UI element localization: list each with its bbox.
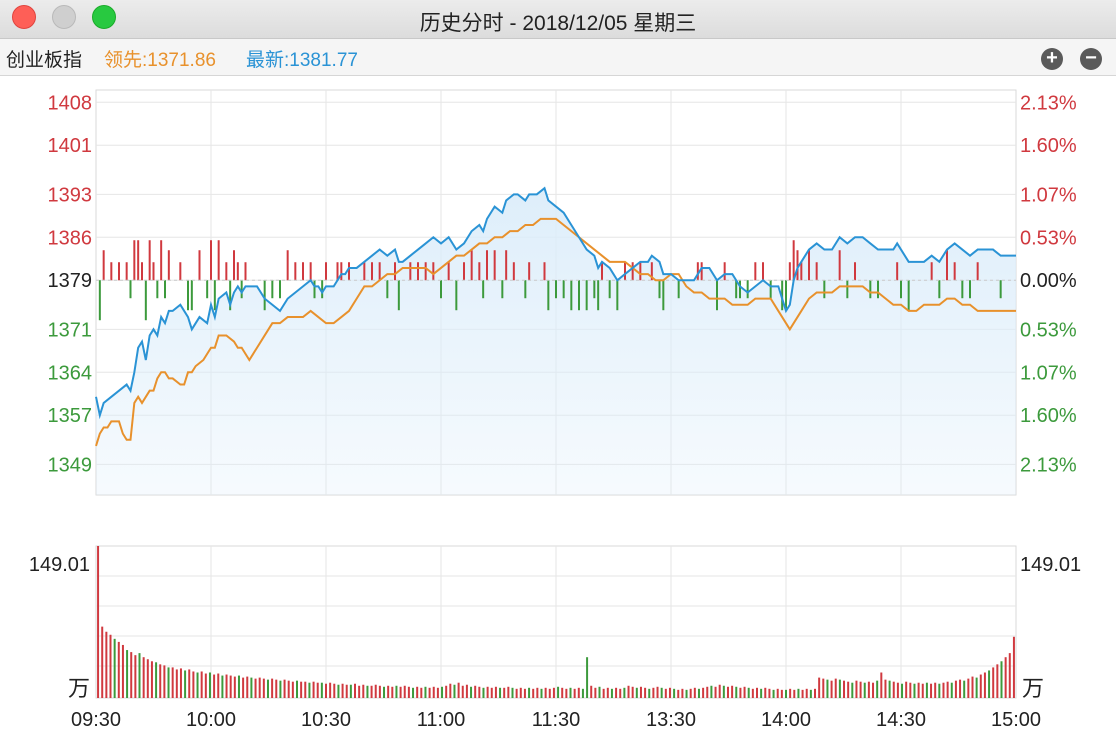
x-tick-label: 10:00 bbox=[186, 709, 236, 731]
y-tick-label-right: 1.60% bbox=[1020, 135, 1077, 157]
x-tick-label: 11:00 bbox=[417, 709, 466, 731]
x-tick-label: 09:30 bbox=[71, 709, 121, 731]
volume-unit-label-left: 万 bbox=[68, 676, 90, 701]
y-tick-label-left: 1349 bbox=[48, 454, 93, 476]
zoom-out-button[interactable]: − bbox=[1080, 48, 1102, 70]
y-tick-label-right: 1.60% bbox=[1020, 405, 1077, 427]
y-tick-label-right: 2.13% bbox=[1020, 92, 1077, 114]
index-name: 创业板指 bbox=[6, 50, 83, 71]
x-tick-label: 15:00 bbox=[991, 709, 1041, 731]
window-title: 历史分时 - 2018/12/05 星期三 bbox=[419, 12, 697, 35]
y-tick-label-left: 1386 bbox=[48, 227, 93, 249]
y-tick-label-right: 0.53% bbox=[1020, 227, 1077, 249]
leader-value: 领先:1371.86 bbox=[104, 50, 216, 71]
y-tick-label-right: 2.13% bbox=[1020, 454, 1077, 476]
latest-line bbox=[95, 186, 1016, 420]
x-tick-label: 14:00 bbox=[761, 709, 811, 731]
close-window-button[interactable] bbox=[12, 5, 36, 29]
y-tick-label-left: 1371 bbox=[48, 319, 93, 341]
latest-area-fill bbox=[96, 188, 1016, 495]
zoom-in-button[interactable]: + bbox=[1041, 48, 1063, 70]
volume-max-label-left: 149.01 bbox=[29, 554, 90, 576]
latest-value: 最新:1381.77 bbox=[246, 50, 358, 71]
x-tick-label: 13:30 bbox=[646, 709, 696, 731]
info-bar: 创业板指 领先:1371.86 最新:1381.77 + − bbox=[0, 39, 1116, 76]
leader-line bbox=[95, 217, 1016, 447]
x-tick-label: 14:30 bbox=[876, 709, 926, 731]
y-tick-label-right: 1.07% bbox=[1020, 362, 1077, 384]
y-tick-label-right: 0.00% bbox=[1020, 270, 1077, 292]
y-tick-label-left: 1393 bbox=[48, 184, 93, 206]
volume-max-label-right: 149.01 bbox=[1020, 554, 1081, 576]
x-tick-label: 11:30 bbox=[532, 709, 581, 731]
y-tick-label-right: 0.53% bbox=[1020, 319, 1077, 341]
y-tick-label-left: 1401 bbox=[48, 135, 93, 157]
y-tick-label-left: 1364 bbox=[48, 362, 93, 384]
volume-unit-label-right: 万 bbox=[1022, 676, 1044, 701]
y-tick-label-right: 1.07% bbox=[1020, 184, 1077, 206]
title-bar: 历史分时 - 2018/12/05 星期三 bbox=[0, 0, 1116, 39]
minimize-window-button[interactable] bbox=[52, 5, 76, 29]
y-tick-label-left: 1357 bbox=[48, 405, 93, 427]
y-tick-label-left: 1408 bbox=[48, 92, 93, 114]
intraday-chart: 1408 2.13% 1401 1.60% 1393 1.07% 1386 0.53% 1379… bbox=[29, 89, 1081, 731]
maximize-window-button[interactable] bbox=[92, 5, 116, 29]
y-tick-label-left: 1379 bbox=[48, 270, 93, 292]
x-tick-label: 10:30 bbox=[301, 709, 351, 731]
